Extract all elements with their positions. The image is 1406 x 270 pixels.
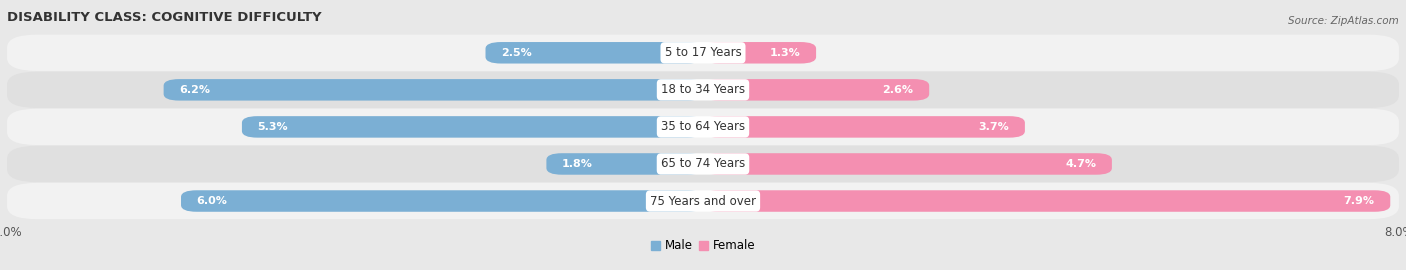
FancyBboxPatch shape (703, 116, 1025, 138)
Text: 35 to 64 Years: 35 to 64 Years (661, 120, 745, 133)
Legend: Male, Female: Male, Female (645, 235, 761, 257)
Text: 6.2%: 6.2% (180, 85, 211, 95)
FancyBboxPatch shape (163, 79, 703, 101)
Text: Source: ZipAtlas.com: Source: ZipAtlas.com (1288, 16, 1399, 26)
Text: 75 Years and over: 75 Years and over (650, 194, 756, 208)
Text: 5.3%: 5.3% (257, 122, 288, 132)
FancyBboxPatch shape (703, 153, 1112, 175)
FancyBboxPatch shape (7, 183, 1399, 219)
FancyBboxPatch shape (7, 35, 1399, 71)
FancyBboxPatch shape (7, 109, 1399, 145)
FancyBboxPatch shape (703, 42, 815, 63)
FancyBboxPatch shape (485, 42, 703, 63)
Text: 4.7%: 4.7% (1066, 159, 1097, 169)
Text: 5 to 17 Years: 5 to 17 Years (665, 46, 741, 59)
Text: 65 to 74 Years: 65 to 74 Years (661, 157, 745, 170)
FancyBboxPatch shape (703, 190, 1391, 212)
Text: 1.3%: 1.3% (769, 48, 800, 58)
FancyBboxPatch shape (7, 72, 1399, 108)
Text: 1.8%: 1.8% (562, 159, 593, 169)
Text: DISABILITY CLASS: COGNITIVE DIFFICULTY: DISABILITY CLASS: COGNITIVE DIFFICULTY (7, 11, 322, 24)
FancyBboxPatch shape (703, 79, 929, 101)
FancyBboxPatch shape (242, 116, 703, 138)
Text: 7.9%: 7.9% (1344, 196, 1375, 206)
FancyBboxPatch shape (547, 153, 703, 175)
Text: 6.0%: 6.0% (197, 196, 228, 206)
Text: 3.7%: 3.7% (979, 122, 1010, 132)
FancyBboxPatch shape (7, 146, 1399, 182)
FancyBboxPatch shape (181, 190, 703, 212)
Text: 18 to 34 Years: 18 to 34 Years (661, 83, 745, 96)
Text: 2.6%: 2.6% (883, 85, 914, 95)
Text: 2.5%: 2.5% (501, 48, 531, 58)
